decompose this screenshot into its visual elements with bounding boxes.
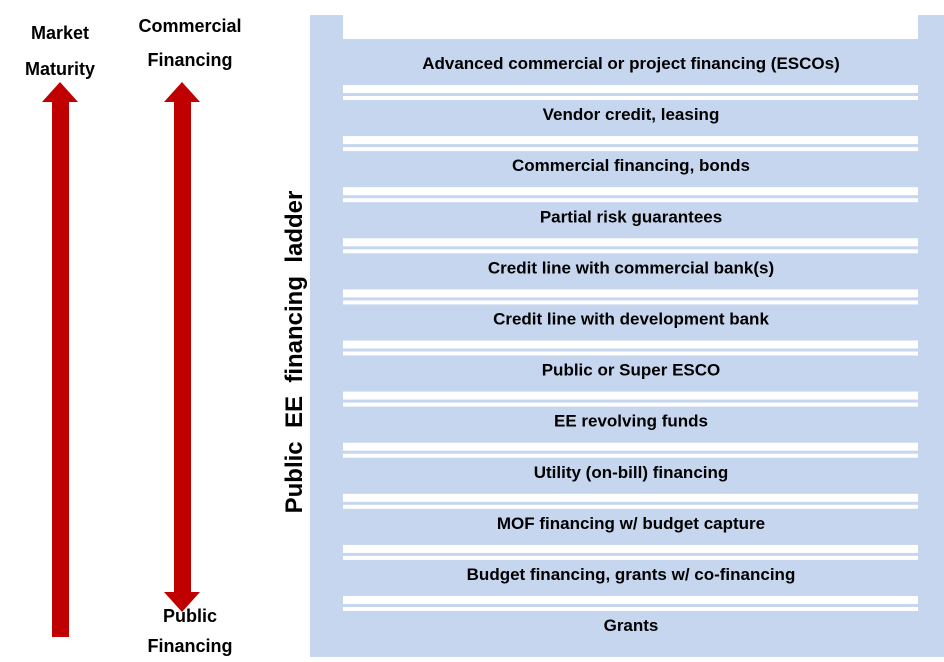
- arrow-head: [164, 592, 200, 612]
- rung-label: Advanced commercial or project financing…: [422, 54, 840, 73]
- rung-label: Grants: [604, 616, 659, 635]
- label: Maturity: [25, 59, 95, 79]
- label: Commercial: [138, 16, 241, 36]
- ladder-gap: [343, 596, 918, 604]
- ladder-gap: [343, 289, 918, 298]
- label: Financing: [148, 50, 233, 70]
- ladder-gap: [343, 504, 918, 509]
- rung-label: EE revolving funds: [554, 412, 708, 431]
- ladder-gap: [343, 391, 918, 400]
- arrow-head: [164, 82, 200, 102]
- rungs: Advanced commercial or project financing…: [343, 54, 918, 635]
- ladder-gap: [343, 402, 918, 407]
- ladder-gap: [343, 96, 918, 100]
- ladder-gap: [343, 555, 918, 560]
- rung-label: Budget financing, grants w/ co-financing: [467, 565, 796, 584]
- ladder-gap: [343, 187, 918, 196]
- ladder-gap: [343, 453, 918, 458]
- rung-label: Utility (on-bill) financing: [534, 463, 729, 482]
- rung-label: Credit line with commercial bank(s): [488, 258, 774, 277]
- label: Public: [163, 606, 217, 626]
- ladder-gap: [343, 15, 918, 39]
- ladder-gap: [343, 544, 918, 553]
- arrow-shaft: [52, 100, 69, 637]
- ladder-gap: [343, 249, 918, 254]
- ladder-gap: [343, 300, 918, 305]
- ladder-gap: [343, 340, 918, 349]
- ladder-gap: [343, 351, 918, 356]
- rung-label: MOF financing w/ budget capture: [497, 514, 765, 533]
- rung-label: Partial risk guarantees: [540, 207, 722, 226]
- ladder-title: Public EE financing ladder: [281, 191, 308, 514]
- ladder-gap: [343, 442, 918, 451]
- ladder-gap: [343, 607, 918, 611]
- rung-label: Commercial financing, bonds: [512, 156, 750, 175]
- ladder-gap: [343, 493, 918, 502]
- arrow-head: [42, 82, 78, 102]
- label: Market: [31, 23, 89, 43]
- ladder-gap: [343, 238, 918, 247]
- label: Financing: [148, 636, 233, 656]
- arrow-shaft: [174, 100, 191, 593]
- ladder-gap: [343, 198, 918, 203]
- rung-label: Public or Super ESCO: [542, 361, 721, 380]
- ladder-gap: [343, 85, 918, 93]
- ladder-gap: [343, 136, 918, 145]
- ladder-gap: [343, 147, 918, 152]
- rung-label: Credit line with development bank: [493, 310, 769, 329]
- rung-label: Vendor credit, leasing: [543, 105, 720, 124]
